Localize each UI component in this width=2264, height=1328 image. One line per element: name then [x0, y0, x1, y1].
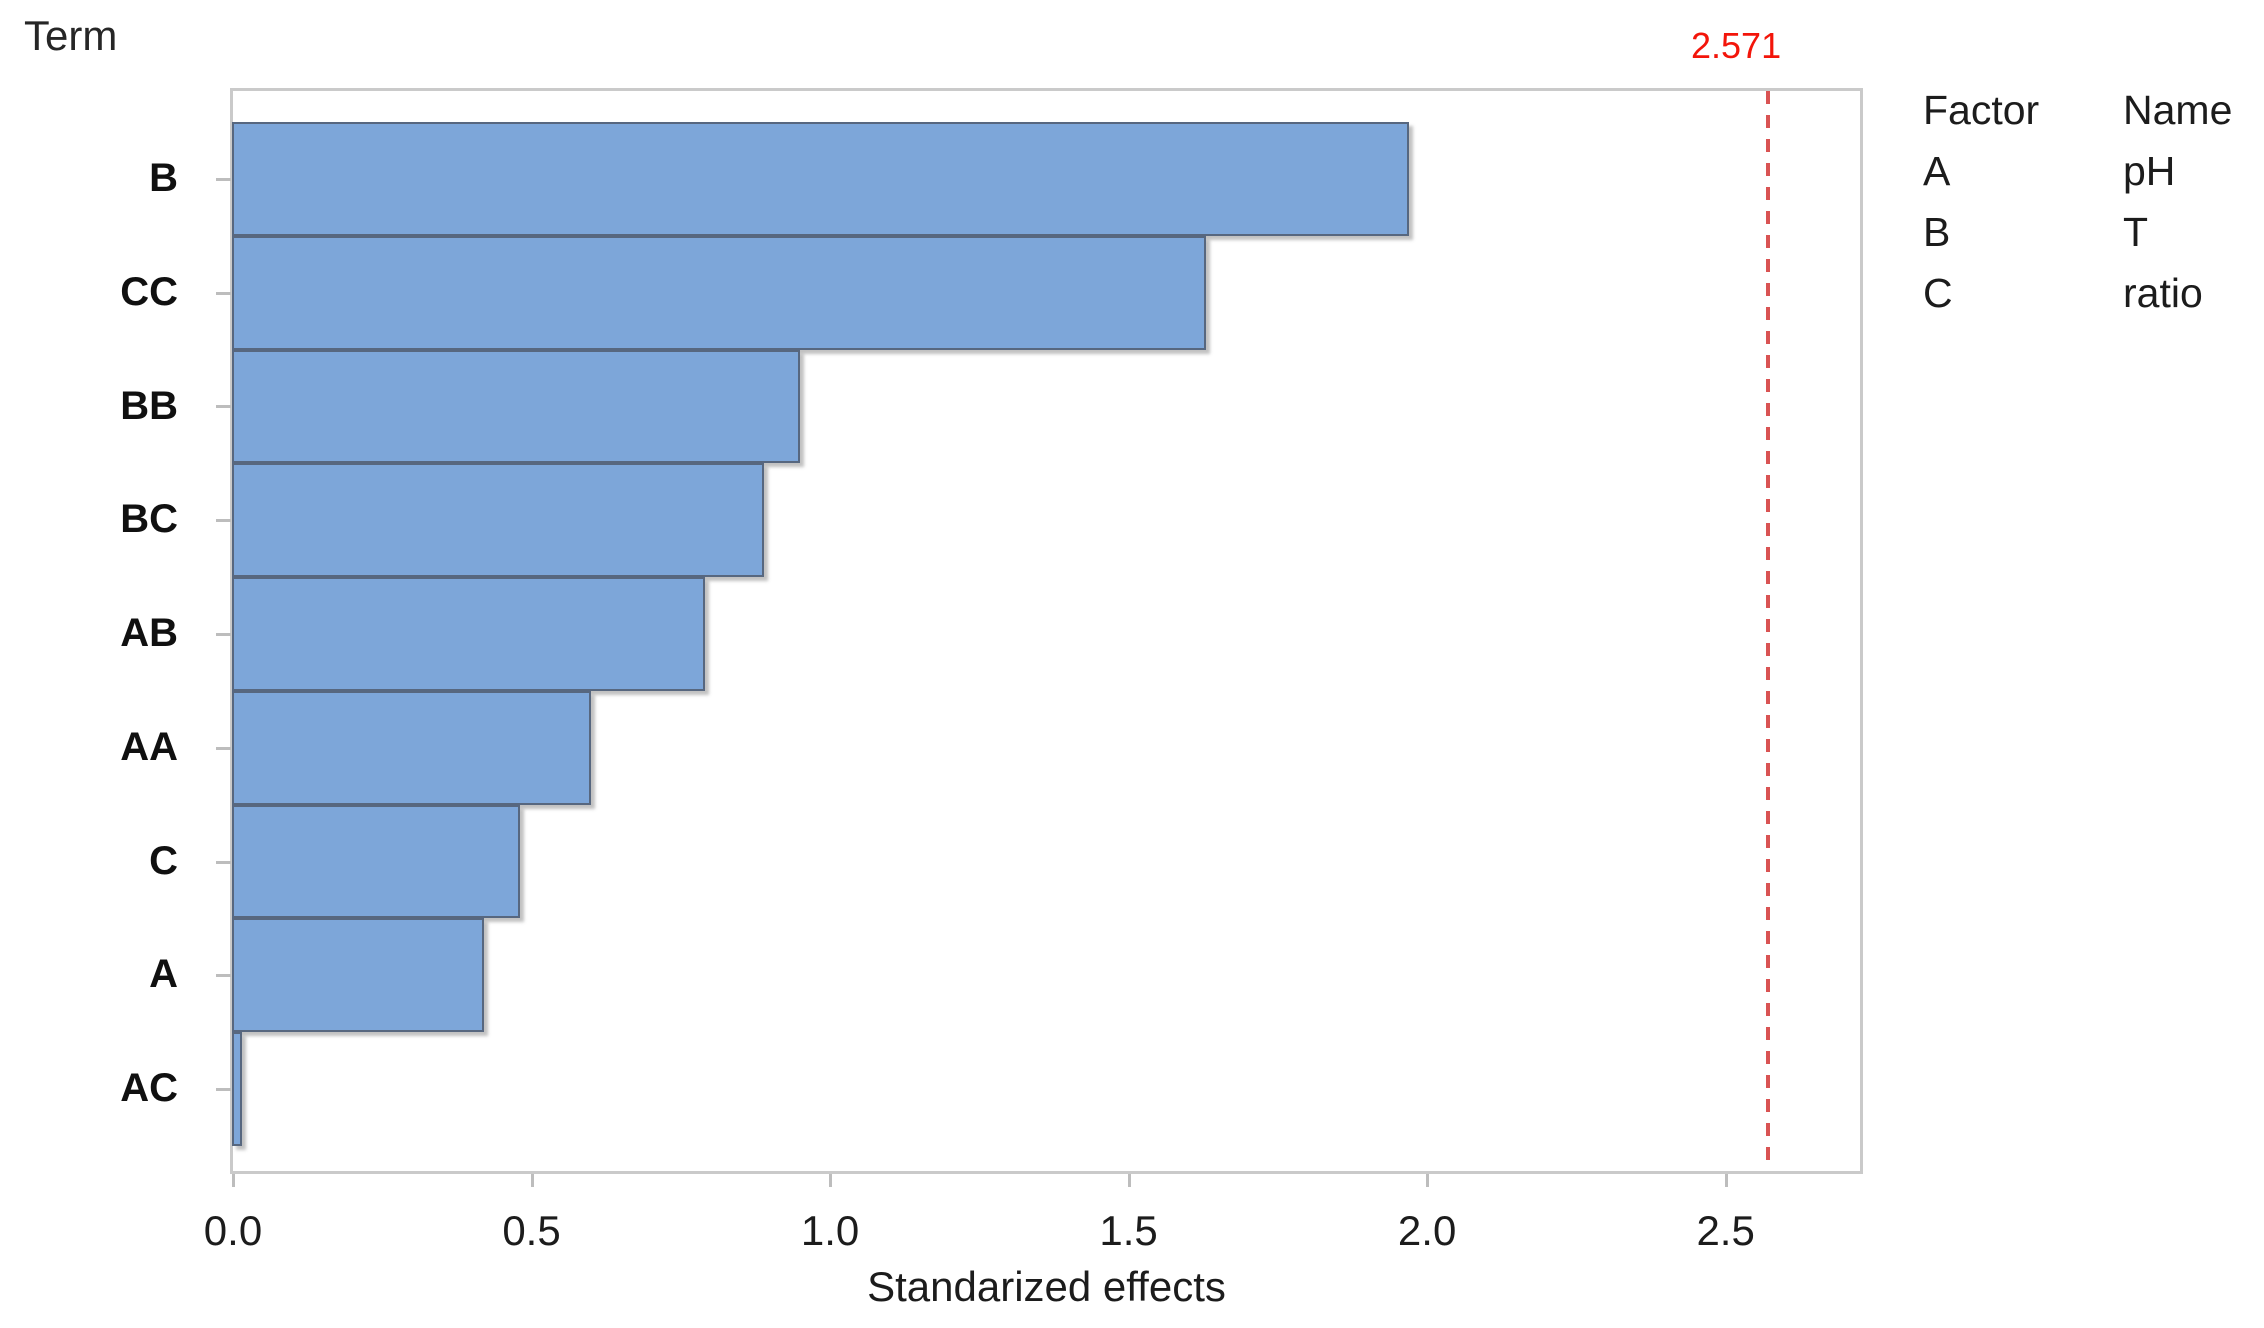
plot-area: 2.571 Standarized effects B CC BB BC AB AA C A A… [120, 25, 1863, 1310]
bar-B [232, 122, 1410, 236]
x-tick-1.0 [829, 1174, 833, 1187]
y-category-label-BB: BB [120, 383, 178, 428]
y-tick-AA [216, 746, 231, 750]
y-tick-C [216, 860, 231, 864]
y-category-label-B: B [149, 156, 178, 200]
y-tick-A [216, 974, 231, 978]
x-tick-label-0.0: 0.0 [203, 1207, 263, 1254]
y-category-label-A: A [149, 952, 178, 997]
bar-CC [232, 235, 1207, 350]
significance-reference-line [1766, 91, 1771, 1171]
x-tick-1.5 [1127, 1174, 1131, 1187]
y-category-label-CC: CC [120, 269, 178, 314]
factor-legend: Factor Name A pH B T C ratio [1923, 80, 2232, 324]
y-tick-BC [216, 519, 231, 523]
legend-factor: C [1923, 270, 1953, 316]
x-tick-2.5 [1724, 1174, 1728, 1187]
y-category-label-C: C [149, 838, 178, 883]
y-axis-title: Term [24, 12, 118, 59]
reference-value-label: 2.571 [1691, 25, 1782, 66]
x-tick-label-1.0: 1.0 [800, 1207, 860, 1254]
legend-name: ratio [2123, 270, 2203, 316]
bar-AA [232, 690, 592, 805]
x-tick-0.0 [232, 1174, 235, 1187]
legend-factor: B [1923, 209, 1951, 255]
y-category-label-AB: AB [120, 611, 178, 656]
y-tick-CC [216, 291, 231, 295]
bar-BB [232, 349, 801, 464]
bar-C [232, 804, 520, 919]
x-tick-label-1.5: 1.5 [1099, 1207, 1158, 1254]
legend-name: pH [2123, 148, 2176, 194]
y-tick-B [216, 177, 231, 181]
y-tick-AC [216, 1088, 231, 1092]
legend-name: T [2123, 209, 2149, 255]
x-tick-label-2.5: 2.5 [1696, 1207, 1755, 1254]
y-category-label-BC: BC [120, 497, 178, 542]
x-axis-title: Standarized effects [867, 1263, 1226, 1310]
y-category-label-AC: AC [120, 1066, 178, 1111]
legend-header-factor: Factor [1923, 87, 2040, 133]
x-tick-label-0.5: 0.5 [502, 1207, 561, 1254]
bar-AB [232, 577, 705, 691]
legend-header-name: Name [2123, 87, 2233, 133]
y-tick-BB [216, 405, 231, 409]
bar-AC [232, 1032, 242, 1146]
y-category-label-AA: AA [120, 724, 178, 769]
bar-BC [232, 463, 765, 578]
legend-factor: A [1923, 148, 1951, 194]
bar-A [232, 918, 484, 1033]
x-tick-label-2.0: 2.0 [1397, 1207, 1457, 1254]
x-tick-2.0 [1426, 1174, 1430, 1187]
y-tick-AB [216, 633, 231, 636]
x-tick-0.5 [530, 1174, 534, 1187]
